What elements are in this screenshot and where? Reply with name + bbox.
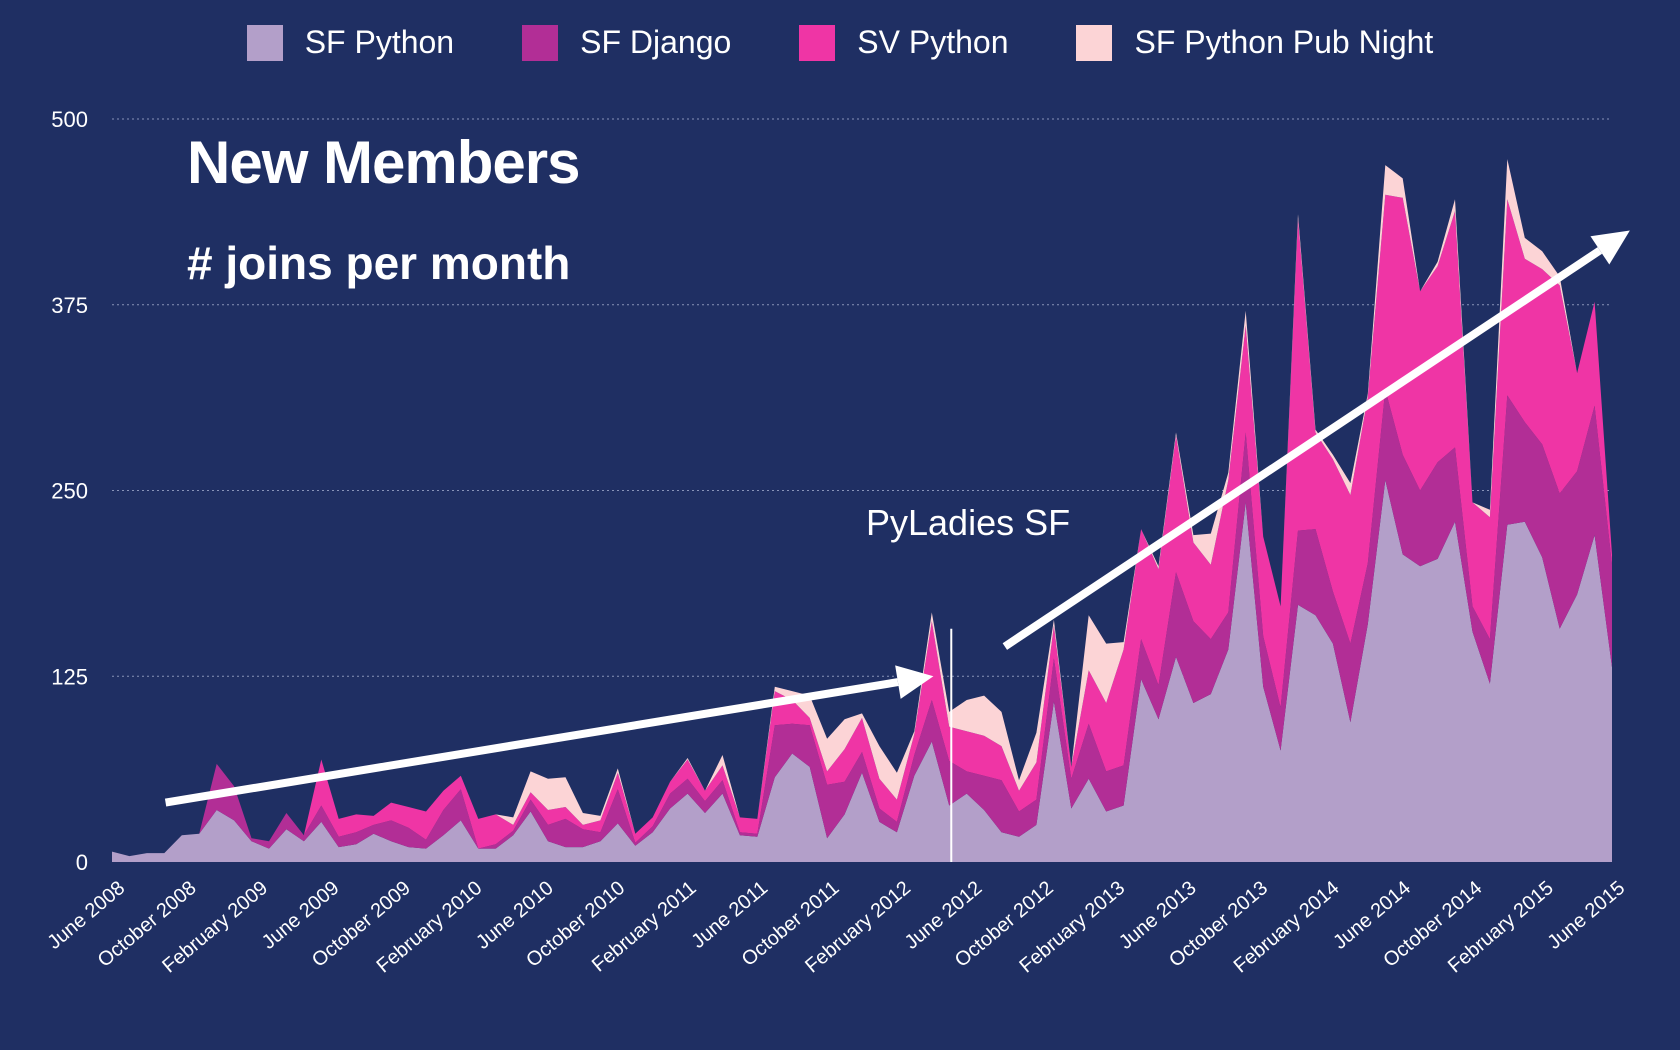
area-sf-django [112,389,1612,857]
legend-label-sf-django: SF Django [580,24,732,60]
chart-subtitle: # joins per month [187,237,571,289]
legend-item-sf-django: SF Django [522,24,731,61]
legend-item-sf-python: SF Python [246,24,455,61]
area-sf-python-pub-night [112,159,1612,857]
legend-label-sf-python: SF Python [304,24,455,60]
legend-label-sv-python: SV Python [857,24,1009,60]
y-tick-label: 375 [51,293,88,318]
y-axis-ticks: 0 125 250 375 500 [51,107,88,875]
legend-swatch-sv-python [799,24,836,61]
trend-arrow-head [895,665,934,699]
legend: SF Python SF Django SV Python SF Python … [0,24,1680,61]
trend-arrow-head [1590,230,1630,265]
legend-swatch-sf-python [246,24,283,61]
legend-swatch-sf-pub-night [1076,24,1113,61]
legend-label-sf-pub-night: SF Python Pub Night [1134,24,1434,60]
trend-arrow-shaft [1002,247,1603,650]
area-series [112,159,1612,862]
legend-item-sf-pub-night: SF Python Pub Night [1076,24,1433,61]
annotation-layer [164,230,1630,862]
pyladies-annotation-label: PyLadies SF [866,502,1071,543]
y-tick-label: 0 [76,850,88,875]
x-tick-label: June 2015 [1544,877,1630,954]
y-tick-label: 125 [51,664,88,689]
trend-arrow-shaft [164,678,899,807]
y-tick-label: 250 [51,479,88,504]
legend-swatch-sf-django [522,24,559,61]
y-tick-label: 500 [51,107,88,132]
chart-title: New Members [187,129,580,196]
legend-item-sv-python: SV Python [799,24,1008,61]
area-sv-python [112,194,1612,857]
trend-arrows [164,230,1630,807]
area-sf-python [112,480,1612,862]
